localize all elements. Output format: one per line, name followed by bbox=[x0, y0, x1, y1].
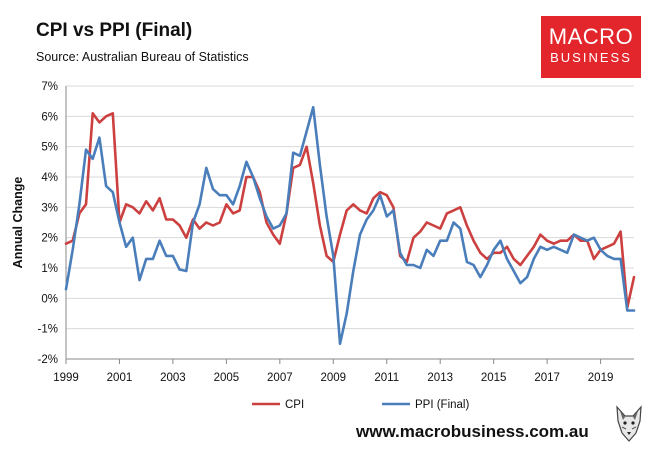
x-tick-label: 2003 bbox=[160, 372, 186, 384]
legend-cpi-label: CPI bbox=[285, 399, 304, 411]
website-url: www.macrobusiness.com.au bbox=[356, 422, 589, 441]
legend-ppi-label: PPI (Final) bbox=[415, 399, 469, 411]
wolf-mascot-icon bbox=[616, 405, 642, 442]
y-tick-label: 0% bbox=[41, 293, 58, 305]
y-axis-title: Annual Change bbox=[11, 177, 25, 269]
y-tick-label: -2% bbox=[38, 354, 58, 366]
x-tick-label: 1999 bbox=[53, 372, 79, 384]
x-tick-label: 2001 bbox=[107, 372, 133, 384]
logo-line-1: MACRO bbox=[548, 24, 634, 49]
cpi-series-line bbox=[64, 112, 636, 309]
macrobusiness-logo: MACRO BUSINESS bbox=[541, 16, 641, 78]
chart-source: Source: Australian Bureau of Statistics bbox=[36, 50, 249, 64]
x-tick-label: 2009 bbox=[320, 372, 346, 384]
y-tick-label: 3% bbox=[41, 202, 58, 214]
x-tick-label: 2007 bbox=[267, 372, 293, 384]
x-tick-label: 2005 bbox=[214, 372, 240, 384]
y-tick-label: 7% bbox=[41, 81, 58, 93]
x-tick-label: 2013 bbox=[427, 372, 453, 384]
x-tick-label: 2011 bbox=[374, 372, 399, 384]
y-tick-label: 6% bbox=[41, 111, 58, 123]
chart-title: CPI vs PPI (Final) bbox=[36, 20, 193, 41]
y-tick-label: 5% bbox=[41, 142, 58, 154]
y-tick-label: -1% bbox=[38, 324, 58, 336]
y-tick-label: 2% bbox=[41, 233, 58, 245]
y-tick-label: 1% bbox=[41, 263, 58, 275]
x-tick-label: 2017 bbox=[534, 372, 560, 384]
ppi-series-line bbox=[64, 105, 636, 346]
x-tick-label: 2019 bbox=[588, 372, 614, 384]
logo-line-2: BUSINESS bbox=[550, 50, 632, 65]
x-tick-label: 2015 bbox=[481, 372, 507, 384]
y-tick-label: 4% bbox=[41, 172, 58, 184]
